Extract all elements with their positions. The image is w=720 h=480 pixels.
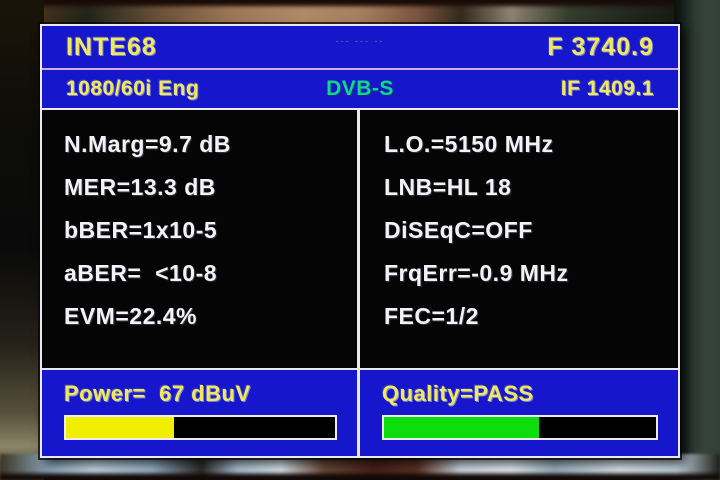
metric-evm: EVM=22.4%: [64, 303, 197, 329]
system-standard: DVB-S: [326, 77, 394, 100]
power-bar: [64, 415, 337, 440]
video-background-left: [0, 0, 44, 480]
metrics-column-left: N.Marg=9.7 dB MER=13.3 dB bBER=1x10-5 aB…: [42, 110, 360, 368]
if-frequency: IF 1409.1: [560, 77, 654, 100]
channel-name: INTE68: [66, 32, 157, 61]
metric-noise-margin: N.Marg=9.7 dB: [64, 131, 231, 157]
power-label: Power= 67 dBuV: [64, 381, 251, 406]
signal-marks: --- --- --: [335, 36, 385, 46]
metric-fec: FEC=1/2: [384, 303, 479, 329]
video-format: 1080/60i Eng: [66, 77, 200, 100]
quality-section: Quality=PASS: [360, 370, 678, 456]
metric-freq-error: FrqErr=-0.9 MHz: [384, 260, 569, 286]
header-row-1: INTE68 --- --- -- F 3740.9: [42, 26, 678, 68]
osd-header: INTE68 --- --- -- F 3740.9 1080/60i Eng …: [42, 26, 678, 110]
quality-bar: [382, 415, 658, 440]
metrics-column-right: L.O.=5150 MHz LNB=HL 18 DiSEqC=OFF FrqEr…: [360, 110, 678, 368]
header-separator: [42, 68, 678, 70]
power-section: Power= 67 dBuV: [42, 370, 360, 456]
metrics-panel: N.Marg=9.7 dB MER=13.3 dB bBER=1x10-5 aB…: [42, 110, 678, 368]
frequency-readout: F 3740.9: [547, 32, 654, 61]
metric-aber: aBER= <10-8: [64, 260, 218, 286]
metric-lo-frequency: L.O.=5150 MHz: [384, 131, 554, 157]
quality-bar-fill: [384, 417, 540, 438]
metric-mer: MER=13.3 dB: [64, 174, 216, 200]
video-background-top: [0, 0, 720, 28]
header-row-2: 1080/60i Eng DVB-S IF 1409.1: [42, 70, 678, 108]
osd-footer: Power= 67 dBuV Quality=PASS: [42, 368, 678, 456]
metric-diseqc: DiSEqC=OFF: [384, 217, 533, 243]
video-background-right: [674, 0, 720, 480]
video-background-bottom: [0, 454, 720, 480]
quality-label: Quality=PASS: [382, 381, 534, 406]
metric-lnb: LNB=HL 18: [384, 174, 512, 200]
metric-bber: bBER=1x10-5: [64, 217, 218, 243]
osd-panel: INTE68 --- --- -- F 3740.9 1080/60i Eng …: [40, 24, 680, 458]
power-bar-fill: [66, 417, 174, 438]
